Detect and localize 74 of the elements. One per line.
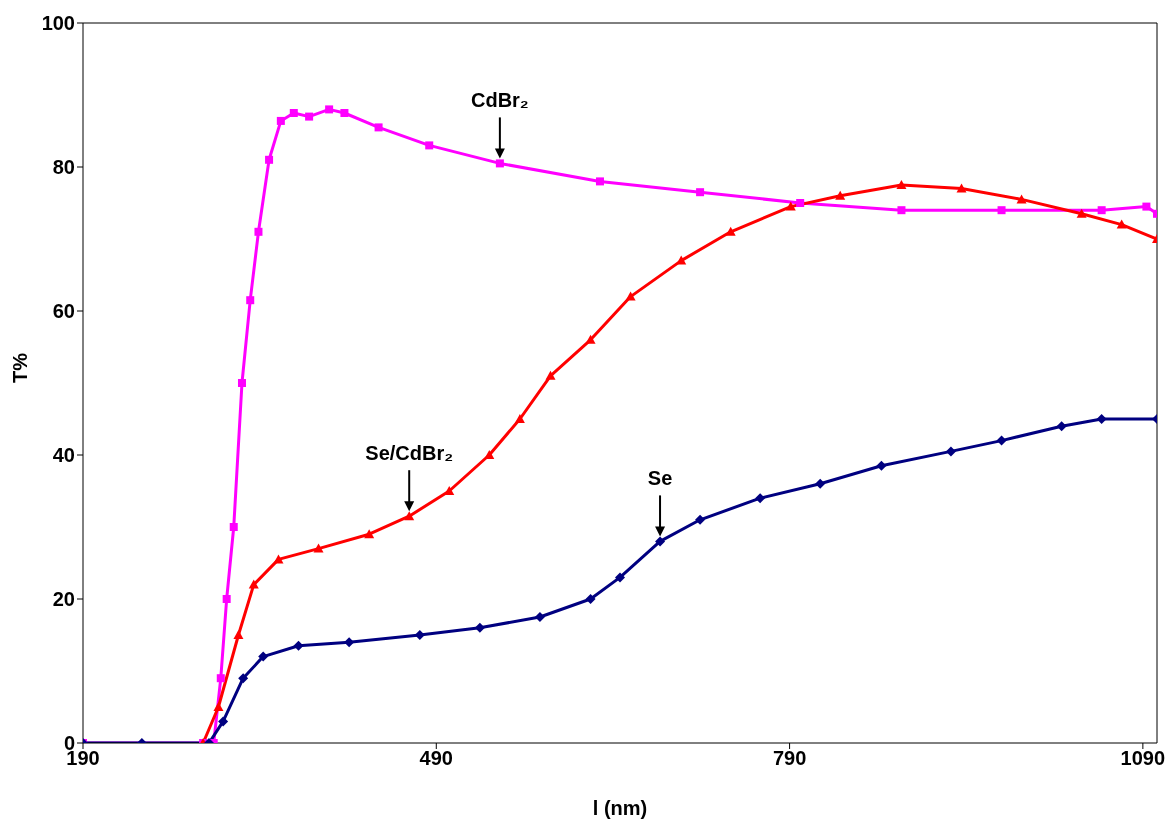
- point: [997, 206, 1006, 215]
- y-tick-label: 20: [52, 588, 75, 611]
- point: [896, 180, 907, 189]
- point: [534, 612, 545, 622]
- point: [1096, 414, 1107, 424]
- point: [796, 199, 805, 207]
- point: [595, 177, 604, 186]
- point: [945, 446, 956, 457]
- point: [956, 183, 967, 193]
- point: [340, 109, 349, 117]
- point: [1076, 208, 1087, 218]
- point: [289, 109, 298, 117]
- point: [615, 572, 625, 583]
- point: [1116, 219, 1127, 229]
- point: [233, 630, 244, 639]
- point: [374, 123, 383, 132]
- point: [248, 579, 259, 589]
- point: [258, 651, 269, 662]
- point: [444, 486, 455, 495]
- point: [276, 116, 285, 125]
- point: [293, 640, 304, 651]
- point: [495, 159, 504, 168]
- point: [344, 637, 355, 648]
- point: [273, 554, 284, 564]
- point: [695, 514, 706, 525]
- point: [655, 536, 666, 547]
- point: [265, 155, 274, 164]
- point: [996, 435, 1007, 446]
- y-tick-label: 40: [52, 444, 75, 467]
- point: [815, 478, 826, 489]
- annotation: CdBr₂: [470, 89, 529, 112]
- point: [229, 523, 238, 531]
- annotation: Se: [647, 467, 673, 490]
- point: [238, 673, 249, 684]
- point: [1142, 202, 1151, 211]
- point: [876, 460, 887, 471]
- point: [305, 112, 314, 121]
- point: [725, 226, 736, 236]
- point: [676, 255, 687, 265]
- y-tick-label: 100: [41, 12, 75, 35]
- point: [696, 188, 705, 197]
- point: [325, 105, 334, 114]
- point: [484, 450, 495, 459]
- point: [585, 594, 596, 604]
- point: [254, 227, 263, 236]
- point: [514, 414, 525, 423]
- point: [545, 370, 556, 380]
- point: [755, 493, 766, 504]
- point: [246, 296, 255, 305]
- point: [364, 529, 375, 539]
- point: [313, 543, 324, 553]
- point: [218, 716, 229, 727]
- x-tick-label: 790: [772, 747, 807, 770]
- point: [222, 595, 231, 603]
- point: [625, 291, 636, 301]
- x-tick-label: 1090: [1120, 747, 1166, 770]
- point: [237, 379, 246, 387]
- point: [425, 141, 434, 150]
- y-axis-title: T%: [9, 352, 32, 383]
- point: [1056, 421, 1067, 432]
- y-tick-label: 80: [52, 156, 75, 179]
- point: [585, 334, 596, 344]
- x-axis-title: l (nm): [592, 797, 648, 819]
- x-tick-label: 490: [419, 747, 453, 770]
- point: [404, 511, 415, 521]
- y-tick-label: 60: [52, 300, 75, 323]
- annotation: Se/CdBr₂: [365, 442, 454, 465]
- point: [216, 674, 225, 683]
- point: [1097, 206, 1106, 215]
- point: [213, 702, 224, 711]
- point: [835, 190, 846, 200]
- point: [474, 622, 485, 633]
- point: [785, 201, 796, 211]
- point: [897, 206, 906, 215]
